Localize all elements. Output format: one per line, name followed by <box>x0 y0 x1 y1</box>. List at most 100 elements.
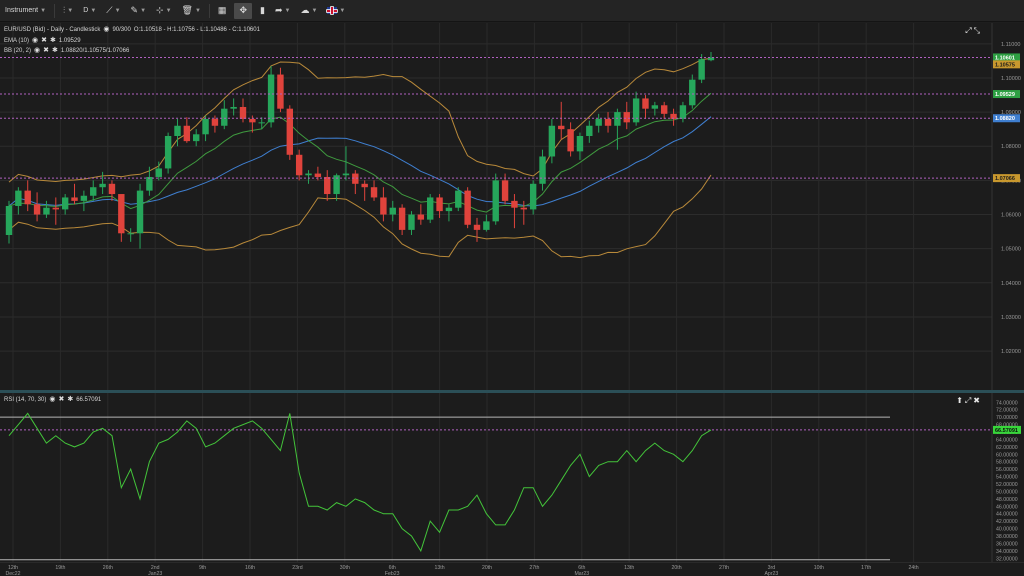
layout-button[interactable]: ▦ <box>213 0 232 22</box>
candle <box>277 67 284 113</box>
candle-body <box>324 176 331 195</box>
shapes-button[interactable]: ⊹ ▼ <box>151 0 177 22</box>
candle-body <box>342 173 350 176</box>
popout-icon[interactable]: ⤡ <box>973 26 980 35</box>
candle-body <box>136 190 144 234</box>
price-level-tag-bg <box>993 60 1020 69</box>
price-tick-label: 1.04000 <box>1001 281 1021 287</box>
price-legend: EUR/USD (Bid) - Daily - Candlestick ◉ 90… <box>4 26 260 33</box>
trash-button[interactable]: 🗑 ▼ <box>177 0 206 22</box>
candle-body <box>511 200 518 208</box>
candle-body <box>258 122 265 124</box>
pencil-icon: ✎ <box>130 5 139 15</box>
chevron-down-icon: ▼ <box>90 7 97 14</box>
candle <box>80 190 88 212</box>
draw-line-button[interactable]: ⟋ ▼ <box>101 0 125 22</box>
share-button[interactable]: ➦ ▼ <box>270 0 296 22</box>
candle-body <box>689 79 696 106</box>
candle-body <box>174 125 181 137</box>
time-axis[interactable]: 12th Dec22 19th 26th 2nd Jan23 9th 16th 23rd 30th… <box>0 562 1024 576</box>
rsi-pane[interactable]: 74.0000072.0000070.0000068.0000066.00000… <box>0 393 1024 562</box>
time-tick-sublabel: Jan23 <box>148 571 162 576</box>
candle-body <box>370 187 378 198</box>
candle-body <box>146 176 153 191</box>
resize-icon[interactable]: ⤢ <box>965 26 972 35</box>
eye-icon[interactable]: ◉ <box>32 37 39 44</box>
candle <box>164 132 172 174</box>
bb-value: 1.08820/1.10575/1.07066 <box>60 47 130 54</box>
time-tick-label: 6th <box>389 565 396 571</box>
language-dropdown[interactable]: ▼ <box>322 0 350 22</box>
timeframe-dropdown[interactable]: D ▼ <box>78 0 101 22</box>
gear-icon[interactable]: ✱ <box>52 47 58 54</box>
candle-body <box>202 118 209 135</box>
chevron-down-icon: ▼ <box>140 7 147 14</box>
time-tick-label: 20th <box>672 565 682 571</box>
candle-body <box>43 207 50 215</box>
move-up-icon[interactable]: ⬆ <box>956 396 963 405</box>
price-chart[interactable]: 1.110001.100001.090001.080001.070001.060… <box>0 23 1024 390</box>
rsi-tick-label: 44.00000 <box>996 512 1018 518</box>
candle <box>567 122 574 157</box>
crosshair-button[interactable]: ✥ <box>234 2 252 19</box>
candle-body <box>15 190 22 206</box>
candle-body <box>193 134 200 142</box>
close-icon[interactable]: ✖ <box>43 47 49 54</box>
chevron-down-icon: ▼ <box>165 7 172 14</box>
pencil-button[interactable]: ✎ ▼ <box>126 0 152 22</box>
candle-body <box>567 129 574 152</box>
chevron-down-icon: ▼ <box>67 7 74 14</box>
eye-icon[interactable]: ◉ <box>49 396 56 403</box>
cloud-button[interactable]: ☁ ▼ <box>295 0 322 22</box>
candle <box>642 95 649 119</box>
candle-body <box>408 214 415 230</box>
candle-body <box>211 118 219 126</box>
ema-label: EMA (10) <box>4 37 30 44</box>
bb-lower-line <box>8 174 712 259</box>
candle-body <box>380 197 387 215</box>
indicators-button[interactable]: ▮ <box>255 0 270 22</box>
candle <box>155 161 162 181</box>
trash-icon: 🗑 <box>181 5 193 15</box>
chart-type-button[interactable]: ⫶ ▼ <box>58 0 78 22</box>
gear-icon[interactable]: ✱ <box>50 37 56 44</box>
close-icon[interactable]: ✖ <box>973 396 980 405</box>
gear-icon[interactable]: ✱ <box>67 396 74 403</box>
price-pane[interactable]: 1.110001.100001.090001.080001.070001.060… <box>0 23 1024 390</box>
candle-body <box>614 112 621 126</box>
candle-body <box>473 224 481 230</box>
candle <box>614 108 621 150</box>
rsi-chart[interactable]: 74.0000072.0000070.0000068.0000066.00000… <box>0 393 1024 562</box>
price-level-tag-label: 1.07066 <box>995 176 1015 182</box>
eye-icon[interactable]: ◉ <box>103 26 110 33</box>
candle-body <box>108 183 116 195</box>
candle-body <box>651 105 659 109</box>
candle <box>511 194 518 229</box>
candle <box>361 180 368 201</box>
resize-icon[interactable]: ⤢ <box>964 396 972 405</box>
candle <box>61 194 69 215</box>
close-icon[interactable]: ✖ <box>41 37 47 44</box>
price-level-tag-bg <box>993 53 1020 62</box>
pane-divider[interactable] <box>0 390 1024 393</box>
candle-body <box>352 173 359 184</box>
eye-icon[interactable]: ◉ <box>34 47 41 54</box>
candle <box>529 180 537 215</box>
candle <box>193 129 200 147</box>
candle-body <box>520 207 527 210</box>
candle <box>427 194 434 224</box>
rsi-tick-label: 46.00000 <box>996 504 1018 510</box>
candle <box>473 217 481 242</box>
rsi-tick-label: 62.00000 <box>996 445 1018 451</box>
candle-body <box>52 207 59 210</box>
candle <box>108 180 116 201</box>
candle-body <box>501 180 509 201</box>
candle <box>670 108 677 126</box>
candle <box>520 200 527 225</box>
candle-body <box>548 125 556 157</box>
instrument-dropdown[interactable]: Instrument ▼ <box>0 0 51 22</box>
close-icon[interactable]: ✖ <box>58 396 65 403</box>
timeframe-label: D <box>83 7 89 14</box>
bb-label: BB (20, 2) <box>4 47 32 54</box>
